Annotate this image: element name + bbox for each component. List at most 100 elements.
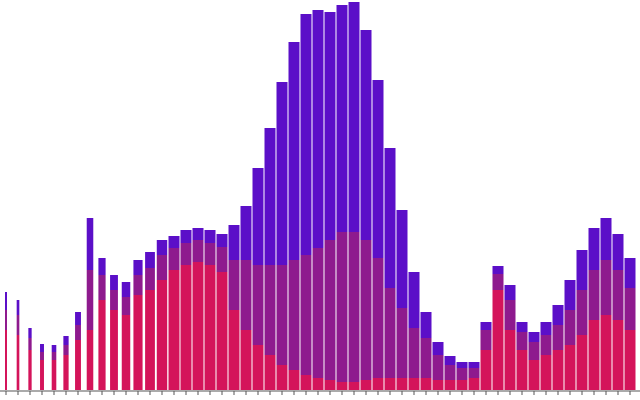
bar-segment: [336, 232, 348, 382]
bar-segment: [360, 380, 372, 390]
bar-segment: [110, 275, 118, 290]
bar-segment: [504, 330, 516, 390]
bar-segment: [408, 272, 420, 328]
bar-segment: [75, 340, 81, 390]
bar-segment: [192, 240, 204, 262]
bar-segment: [396, 308, 408, 378]
bar-segment: [564, 310, 576, 345]
bar-segment: [348, 232, 360, 382]
bar-segment: [86, 270, 94, 330]
bar-segment: [252, 265, 264, 345]
bar-segment: [5, 330, 7, 390]
bar-segment: [288, 42, 300, 260]
bar-segment: [98, 300, 106, 390]
bar-segment: [312, 248, 324, 378]
bar-segment: [480, 330, 492, 350]
bar-segment: [576, 335, 588, 390]
bar-segment: [51, 360, 57, 390]
bar-segment: [110, 310, 118, 390]
bar-segment: [588, 270, 600, 320]
bar-segment: [516, 350, 528, 390]
bar-segment: [480, 322, 492, 330]
bar-segment: [600, 218, 612, 260]
bar-segment: [40, 344, 44, 352]
bar-segment: [348, 2, 360, 232]
bar-segment: [204, 265, 216, 390]
bar-segment: [528, 360, 540, 390]
bar-segment: [216, 272, 228, 390]
bar-segment: [540, 355, 552, 390]
bar-segment: [540, 322, 552, 335]
bar-segment: [216, 247, 228, 272]
bar-segment: [110, 290, 118, 310]
bar-segment: [16, 300, 20, 315]
bar-segment: [396, 210, 408, 308]
bar-segment: [468, 362, 480, 368]
bar-segment: [528, 332, 540, 342]
bar-segment: [492, 266, 504, 274]
bar-segment: [552, 325, 564, 350]
bar-segment: [204, 230, 216, 243]
bar-segment: [456, 362, 468, 368]
bar-segment: [63, 336, 69, 345]
bar-segment: [180, 265, 192, 390]
bar-segment: [156, 240, 168, 255]
bar-segment: [240, 260, 252, 330]
bar-segment: [86, 330, 94, 390]
bar-segment: [420, 312, 432, 338]
bar-segment: [16, 315, 20, 335]
bar-segment: [264, 355, 276, 390]
bar-segment: [133, 275, 143, 295]
bar-segment: [564, 280, 576, 310]
bar-segment: [145, 290, 155, 390]
bar-segment: [145, 268, 155, 290]
bar-segment: [540, 335, 552, 355]
bar-segment: [612, 270, 624, 320]
bar-segment: [576, 250, 588, 290]
bar-segment: [372, 80, 384, 258]
bar-segment: [168, 236, 180, 248]
bar-segment: [408, 378, 420, 390]
bar-segment: [40, 360, 44, 390]
bar-segment: [276, 265, 288, 365]
bar-segment: [312, 10, 324, 248]
bar-segment: [276, 365, 288, 390]
bar-segment: [121, 315, 131, 390]
bar-segment: [360, 30, 372, 240]
bar-segment: [156, 255, 168, 280]
bar-segment: [63, 355, 69, 390]
bar-segment: [121, 282, 131, 297]
bar-segment: [396, 378, 408, 390]
bar-segment: [372, 258, 384, 378]
bar-segment: [300, 14, 312, 255]
bar-segment: [384, 148, 396, 288]
bar-segment: [228, 310, 240, 390]
bar-segment: [420, 338, 432, 378]
bar-segment: [264, 265, 276, 355]
bar-segment: [28, 350, 32, 390]
bar-segment: [324, 240, 336, 380]
bar-segment: [612, 234, 624, 270]
bar-segment: [480, 350, 492, 390]
bar-segment: [492, 274, 504, 290]
bar-segment: [264, 128, 276, 265]
bar-segment: [300, 255, 312, 375]
bar-segment: [51, 352, 57, 360]
bar-segment: [276, 82, 288, 265]
bar-segment: [216, 234, 228, 247]
bar-segment: [252, 168, 264, 265]
bar-segment: [336, 382, 348, 390]
bar-segment: [444, 365, 456, 380]
bar-segment: [121, 297, 131, 315]
bar-segment: [288, 370, 300, 390]
bar-segment: [300, 375, 312, 390]
bar-segment: [180, 243, 192, 265]
bar-segment: [456, 380, 468, 390]
bar-segment: [600, 260, 612, 315]
bar-segment: [324, 380, 336, 390]
bar-segment: [552, 305, 564, 325]
bar-segment: [180, 230, 192, 243]
bar-segment: [240, 206, 252, 260]
bar-segment: [516, 332, 528, 350]
